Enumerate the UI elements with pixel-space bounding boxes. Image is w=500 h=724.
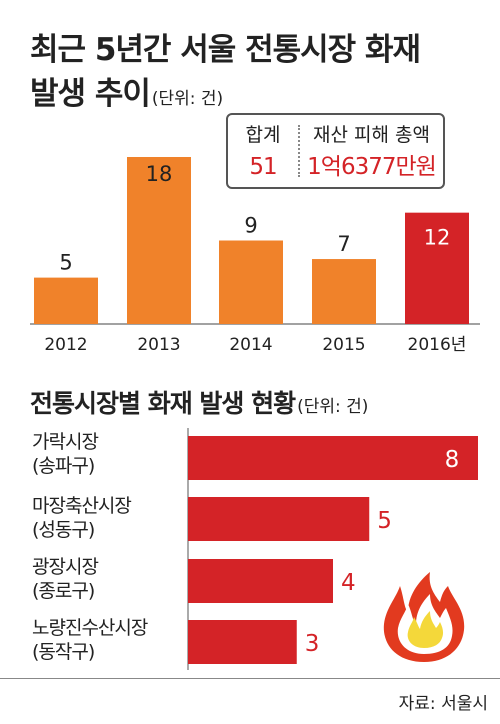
market-label-2: 광장시장 (종로구) [32, 555, 99, 603]
summary-total-label: 합계 [245, 124, 281, 146]
summary-damage-value: 1억6377만원 [307, 154, 437, 180]
bar-value-label: 8 [445, 447, 460, 473]
chart2-title: 전통시장별 화재 발생 현황 [30, 389, 296, 418]
x-tick-label: 2015 [322, 335, 365, 355]
chart1-title-line2: 발생 추이 [30, 76, 151, 112]
bar-2013 [127, 157, 191, 324]
market-label-0: 가락시장 (송파구) [32, 430, 99, 478]
market-district: (송파구) [32, 455, 95, 477]
bar-2012 [34, 277, 98, 324]
bar-market-3 [188, 620, 297, 664]
market-district: (종로구) [32, 580, 95, 602]
bar-value-label: 12 [424, 226, 451, 250]
flame-icon [383, 572, 465, 662]
x-tick-label: 2014 [229, 335, 272, 355]
chart1-title-line2-row: 발생 추이 (단위: 건) [30, 72, 420, 121]
market-name: 노량진수산시장 [32, 617, 148, 639]
market-label-3: 노량진수산시장 (동작구) [32, 616, 148, 664]
x-tick-label: 2012 [44, 335, 87, 355]
market-district: (동작구) [32, 641, 95, 663]
bar-market-2 [188, 559, 333, 603]
summary-box: 합계 51 재산 피해 총액 1억6377만원 [226, 113, 445, 189]
chart2-title-row: 전통시장별 화재 발생 현황 (단위: 건) [30, 386, 368, 425]
bar-value-label: 18 [146, 162, 173, 186]
bar-value-label: 3 [305, 631, 320, 657]
bar-value-label: 5 [377, 508, 392, 534]
bar-value-label: 7 [337, 232, 350, 256]
x-tick-label: 2016년 [408, 335, 467, 355]
market-name: 가락시장 [32, 431, 99, 453]
bar-value-label: 5 [59, 251, 72, 275]
chart1-title-line1: 최근 5년간 서울 전통시장 화재 [30, 32, 421, 68]
summary-total: 합계 51 [228, 115, 298, 187]
chart2-unit: (단위: 건) [297, 397, 369, 417]
bar-2014 [219, 240, 283, 324]
market-name: 마장축산시장 [32, 495, 132, 517]
source-footer: 자료: 서울시 [0, 678, 500, 724]
chart1-unit: (단위: 건) [151, 89, 224, 109]
summary-total-value: 51 [249, 154, 277, 180]
market-label-1: 마장축산시장 (성동구) [32, 494, 132, 542]
x-tick-label: 2013 [137, 335, 180, 355]
summary-damage-label: 재산 피해 총액 [313, 124, 430, 146]
yearly-fires-bar-chart: 5 2012 18 2013 9 2014 7 2015 12 2016년 [30, 157, 480, 355]
bar-market-1 [188, 497, 370, 541]
bar-value-label: 4 [341, 570, 356, 596]
bar-market-0 [188, 436, 478, 480]
summary-damage: 재산 피해 총액 1억6377만원 [300, 115, 443, 187]
bar-2015 [312, 259, 376, 324]
source-text: 자료: 서울시 [398, 694, 488, 714]
summary-divider [298, 125, 300, 177]
market-district: (성동구) [32, 519, 95, 541]
bar-2016년 [405, 212, 469, 324]
market-name: 광장시장 [32, 556, 99, 578]
bar-value-label: 9 [244, 214, 257, 238]
chart1-title: 최근 5년간 서울 전통시장 화재 발생 추이 (단위: 건) [30, 28, 421, 121]
